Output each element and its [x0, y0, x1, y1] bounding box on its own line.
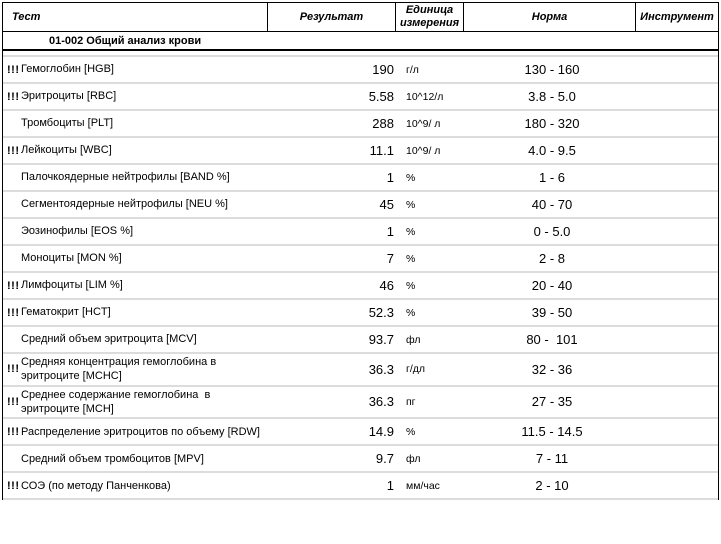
table-row: !!! Средняя концентрация гемоглобина в э… [3, 354, 718, 387]
norm-range: 39 - 50 [531, 305, 573, 320]
table-row: !!! Распределение эритроцитов по объему … [3, 419, 718, 447]
column-header-unit: Единица измерения [396, 3, 464, 31]
table-row: Тромбоциты [PLT] 288 10^9/ л 180 - 320 [3, 111, 718, 138]
section-title: 01-002 Общий анализ крови [49, 34, 202, 47]
norm-range: 11.5 - 14.5 [521, 424, 583, 440]
table-row: Сегментоядерные нейтрофилы [NEU %] 45 % … [3, 192, 718, 219]
abnormal-flag: !!! [7, 479, 20, 492]
test-name: Эозинофилы [EOS %] [21, 225, 134, 238]
unit-value: % [406, 306, 416, 319]
result-value: 5.58 [368, 89, 394, 104]
results-rows: !!! Гемоглобин [HGB] 190 г/л 130 - 160 !… [3, 55, 718, 501]
result-value: 1 [386, 478, 394, 494]
lab-results-table: Тест Результат Единица измерения Норма И… [2, 2, 719, 501]
norm-range: 3.8 - 5.0 [528, 89, 576, 104]
result-value: 190 [372, 62, 394, 77]
result-value: 45 [379, 197, 394, 212]
table-row: !!! Среднее содержание гемоглобина в эри… [3, 387, 718, 420]
table-row: Палочкоядерные нейтрофилы [BAND %] 1 % 1… [3, 165, 718, 192]
abnormal-flag: !!! [7, 395, 20, 408]
unit-value: фл [406, 452, 421, 465]
norm-range: 0 - 5.0 [533, 224, 571, 239]
test-name: Тромбоциты [PLT] [21, 117, 114, 130]
result-value: 1 [386, 170, 394, 185]
table-row: Моноциты [MON %] 7 % 2 - 8 [3, 246, 718, 273]
norm-range: 40 - 70 [531, 197, 573, 212]
table-row: !!! Лимфоциты [LIM %] 46 % 20 - 40 [3, 273, 718, 300]
unit-value: г/дл [406, 363, 426, 376]
table-row: Средний объем тромбоцитов [MPV] 9.7 фл 7… [3, 446, 718, 474]
result-value: 11.1 [369, 143, 394, 158]
result-value: 14.9 [368, 424, 394, 440]
column-header-norm: Норма [464, 3, 636, 31]
unit-value: % [406, 279, 416, 292]
result-value: 1 [386, 224, 394, 239]
test-name: Эритроциты [RBC] [21, 90, 117, 103]
abnormal-flag: !!! [7, 144, 20, 157]
test-name: Гематокрит [HCT] [21, 306, 111, 319]
section-header-row: 01-002 Общий анализ крови [3, 32, 718, 51]
column-header-result: Результат [268, 3, 396, 31]
test-name: Лимфоциты [LIM %] [21, 279, 123, 292]
test-name: Средний объем эритроцита [MCV] [21, 333, 197, 346]
test-name: СОЭ (по методу Панченкова) [21, 479, 171, 492]
abnormal-flag: !!! [7, 425, 20, 438]
norm-range: 80 - 101 [526, 332, 578, 347]
norm-range: 27 - 35 [531, 394, 573, 410]
table-row: !!! Эритроциты [RBC] 5.58 10^12/л 3.8 - … [3, 84, 718, 111]
norm-range: 7 - 11 [535, 451, 569, 467]
result-value: 52.3 [368, 305, 394, 320]
norm-range: 2 - 8 [538, 251, 565, 266]
table-row: Эозинофилы [EOS %] 1 % 0 - 5.0 [3, 219, 718, 246]
test-name: Гемоглобин [HGB] [21, 63, 114, 76]
result-value: 46 [379, 278, 394, 293]
result-value: 288 [372, 116, 394, 131]
norm-range: 130 - 160 [524, 62, 580, 77]
test-name: Моноциты [MON %] [21, 252, 122, 265]
result-value: 36.3 [368, 361, 394, 377]
abnormal-flag: !!! [7, 90, 20, 103]
unit-value: фл [406, 333, 421, 346]
abnormal-flag: !!! [7, 279, 20, 292]
result-value: 9.7 [375, 451, 394, 467]
table-row: Средний объем эритроцита [MCV] 93.7 фл 8… [3, 327, 718, 354]
test-name: Распределение эритроцитов по объему [RDW… [21, 425, 260, 438]
norm-range: 2 - 10 [535, 478, 569, 494]
test-name: Средний объем тромбоцитов [MPV] [21, 452, 204, 465]
unit-value: 10^9/ л [406, 117, 441, 130]
column-header-instrument: Инструмент [640, 10, 714, 23]
result-value: 7 [386, 251, 394, 266]
abnormal-flag: !!! [7, 63, 20, 76]
table-row: !!! Лейкоциты [WBC] 11.1 10^9/ л 4.0 - 9… [3, 138, 718, 165]
unit-value: 10^9/ л [406, 144, 441, 157]
table-header-row: Тест Результат Единица измерения Норма И… [3, 3, 718, 32]
abnormal-flag: !!! [7, 363, 20, 376]
test-name: Сегментоядерные нейтрофилы [NEU %] [21, 198, 228, 211]
unit-value: % [406, 425, 416, 438]
norm-range: 1 - 6 [538, 170, 565, 185]
unit-value: % [406, 171, 416, 184]
norm-range: 20 - 40 [531, 278, 573, 293]
table-row: !!! Гемоглобин [HGB] 190 г/л 130 - 160 [3, 57, 718, 84]
norm-range: 180 - 320 [524, 116, 580, 131]
result-value: 93.7 [368, 332, 394, 347]
test-name: Среднее содержание гемоглобина в эритроц… [21, 388, 211, 415]
table-row: !!! Гематокрит [HCT] 52.3 % 39 - 50 [3, 300, 718, 327]
test-name: Средняя концентрация гемоглобина в эритр… [21, 356, 217, 383]
unit-value: 10^12/л [406, 90, 444, 103]
unit-value: % [406, 198, 416, 211]
result-value: 36.3 [368, 394, 394, 410]
abnormal-flag: !!! [7, 306, 20, 319]
test-name: Палочкоядерные нейтрофилы [BAND %] [21, 171, 230, 184]
norm-range: 4.0 - 9.5 [528, 143, 576, 158]
test-name: Лейкоциты [WBC] [21, 144, 112, 157]
unit-value: мм/час [406, 479, 440, 492]
unit-value: % [406, 252, 416, 265]
column-header-test: Тест [3, 3, 268, 31]
norm-range: 32 - 36 [531, 361, 573, 377]
unit-value: пг [406, 395, 416, 408]
unit-value: % [406, 225, 416, 238]
table-row: !!! СОЭ (по методу Панченкова) 1 мм/час … [3, 473, 718, 501]
unit-value: г/л [406, 63, 419, 76]
